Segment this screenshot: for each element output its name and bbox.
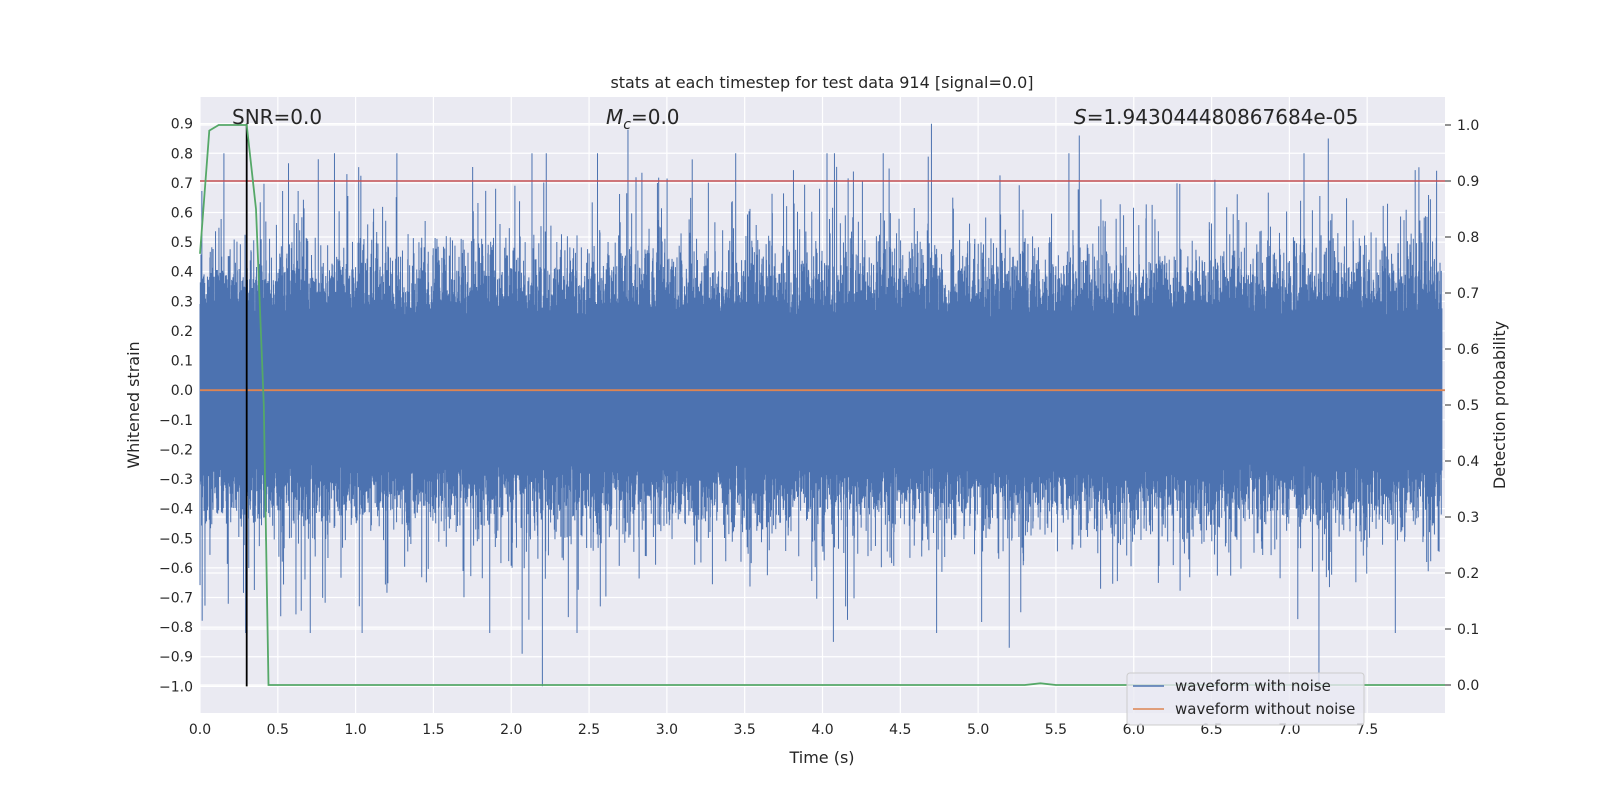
axis-ticks: 0.0 0.5 1.0 1.5 2.0 2.5 3.0 3.5 4.0 4.5 5.0 5.5 6.0 6… (159, 117, 1479, 738)
y-tick-label-left: −0.2 (159, 442, 193, 458)
x-tick-label: 1.0 (344, 722, 366, 738)
y-tick-label-right: 0.1 (1457, 622, 1479, 638)
y-axis-label-left: Whitened strain (124, 341, 143, 468)
y-tick-label-right: 0.6 (1457, 342, 1479, 358)
y-tick-label-left: 0.0 (171, 383, 193, 399)
detection-probability-line (199, 124, 1445, 686)
y-tick-label-right: 0.8 (1457, 230, 1479, 246)
x-tick-label: 3.5 (734, 722, 756, 738)
y-tick-label-right: 0.4 (1457, 454, 1479, 470)
y-tick-label-left: 0.1 (171, 354, 193, 370)
annotation-snr: SNR=0.0 (232, 105, 322, 129)
y-tick-label-left: −0.8 (159, 620, 193, 636)
y-tick-label-left: −0.3 (159, 472, 193, 488)
x-tick-label: 0.5 (267, 722, 289, 738)
x-tick-label: 7.5 (1356, 722, 1378, 738)
x-tick-label: 5.0 (967, 722, 989, 738)
overlay-lines (199, 123, 1445, 687)
y-tick-label-right: 0.2 (1457, 566, 1479, 582)
x-tick-label: 7.0 (1278, 722, 1300, 738)
annotation-s-symbol: S (1074, 105, 1087, 129)
x-tick-label: 4.5 (889, 722, 911, 738)
legend-label-noise: waveform with noise (1175, 677, 1331, 695)
y-tick-label-left: −0.7 (159, 591, 193, 607)
x-tick-label: 3.0 (656, 722, 678, 738)
x-tick-label: 6.0 (1123, 722, 1145, 738)
y-tick-label-left: 0.9 (171, 117, 193, 133)
legend: waveform with noise waveform without noi… (1126, 672, 1365, 726)
annotation-mc: Mc=0.0 (606, 105, 680, 133)
y-tick-label-left: −0.9 (159, 650, 193, 666)
annotation-mc-sub: c (623, 117, 631, 133)
y-tick-label-right: 1.0 (1457, 118, 1479, 134)
y-tick-label-left: 0.8 (171, 146, 193, 162)
y-axis-label-right: Detection probability (1490, 321, 1509, 489)
x-tick-label: 0.0 (189, 722, 211, 738)
x-tick-label: 1.5 (422, 722, 444, 738)
annotation-s-value: =1.943044480867684e-05 (1087, 105, 1359, 129)
annotation-mc-symbol: M (606, 105, 623, 129)
x-tick-label: 2.5 (578, 722, 600, 738)
y-tick-label-right: 0.5 (1457, 398, 1479, 414)
y-tick-label-left: −0.1 (159, 413, 193, 429)
legend-label-clean: waveform without noise (1175, 700, 1355, 718)
y-tick-label-left: 0.4 (171, 265, 193, 281)
y-tick-label-left: 0.6 (171, 206, 193, 222)
y-tick-label-right: 0.7 (1457, 286, 1479, 302)
y-tick-label-left: 0.5 (171, 235, 193, 251)
y-tick-label-left: 0.3 (171, 294, 193, 310)
annotation-s: S=1.943044480867684e-05 (1074, 105, 1358, 129)
annotation-mc-value: =0.0 (631, 105, 680, 129)
y-tick-label-left: −0.5 (159, 531, 193, 547)
x-tick-label: 5.5 (1045, 722, 1067, 738)
y-tick-label-left: −0.4 (159, 502, 193, 518)
chart-title: stats at each timestep for test data 914… (610, 73, 1033, 92)
y-tick-label-right: 0.0 (1457, 678, 1479, 694)
y-tick-label-left: 0.7 (171, 176, 193, 192)
legend-box (1126, 672, 1365, 726)
y-tick-label-right: 0.9 (1457, 174, 1479, 190)
x-tick-label: 4.0 (811, 722, 833, 738)
x-tick-label: 6.5 (1200, 722, 1222, 738)
x-tick-label: 2.0 (500, 722, 522, 738)
y-tick-label-left: 0.2 (171, 324, 193, 340)
y-tick-label-left: −0.6 (159, 561, 193, 577)
x-axis-label: Time (s) (788, 748, 854, 767)
y-tick-label-left: −1.0 (159, 679, 193, 695)
y-tick-label-right: 0.3 (1457, 510, 1479, 526)
